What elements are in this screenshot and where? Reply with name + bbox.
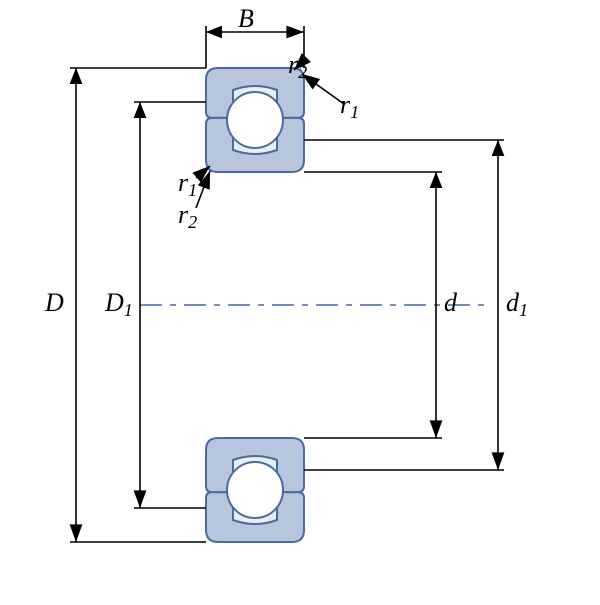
- label-r2-inner: r2: [178, 200, 197, 230]
- label-D: D: [45, 288, 64, 318]
- label-d: d: [444, 288, 457, 318]
- label-r1-top: r1: [340, 90, 359, 120]
- bearing-diagram: B D D1 d d1 r1 r2 r1 r2: [0, 0, 600, 600]
- label-r2-top: r2: [288, 50, 307, 80]
- label-r1-inner: r1: [178, 168, 197, 198]
- label-B: B: [238, 4, 254, 34]
- label-D1: D1: [105, 288, 133, 318]
- label-d1: d1: [506, 288, 528, 318]
